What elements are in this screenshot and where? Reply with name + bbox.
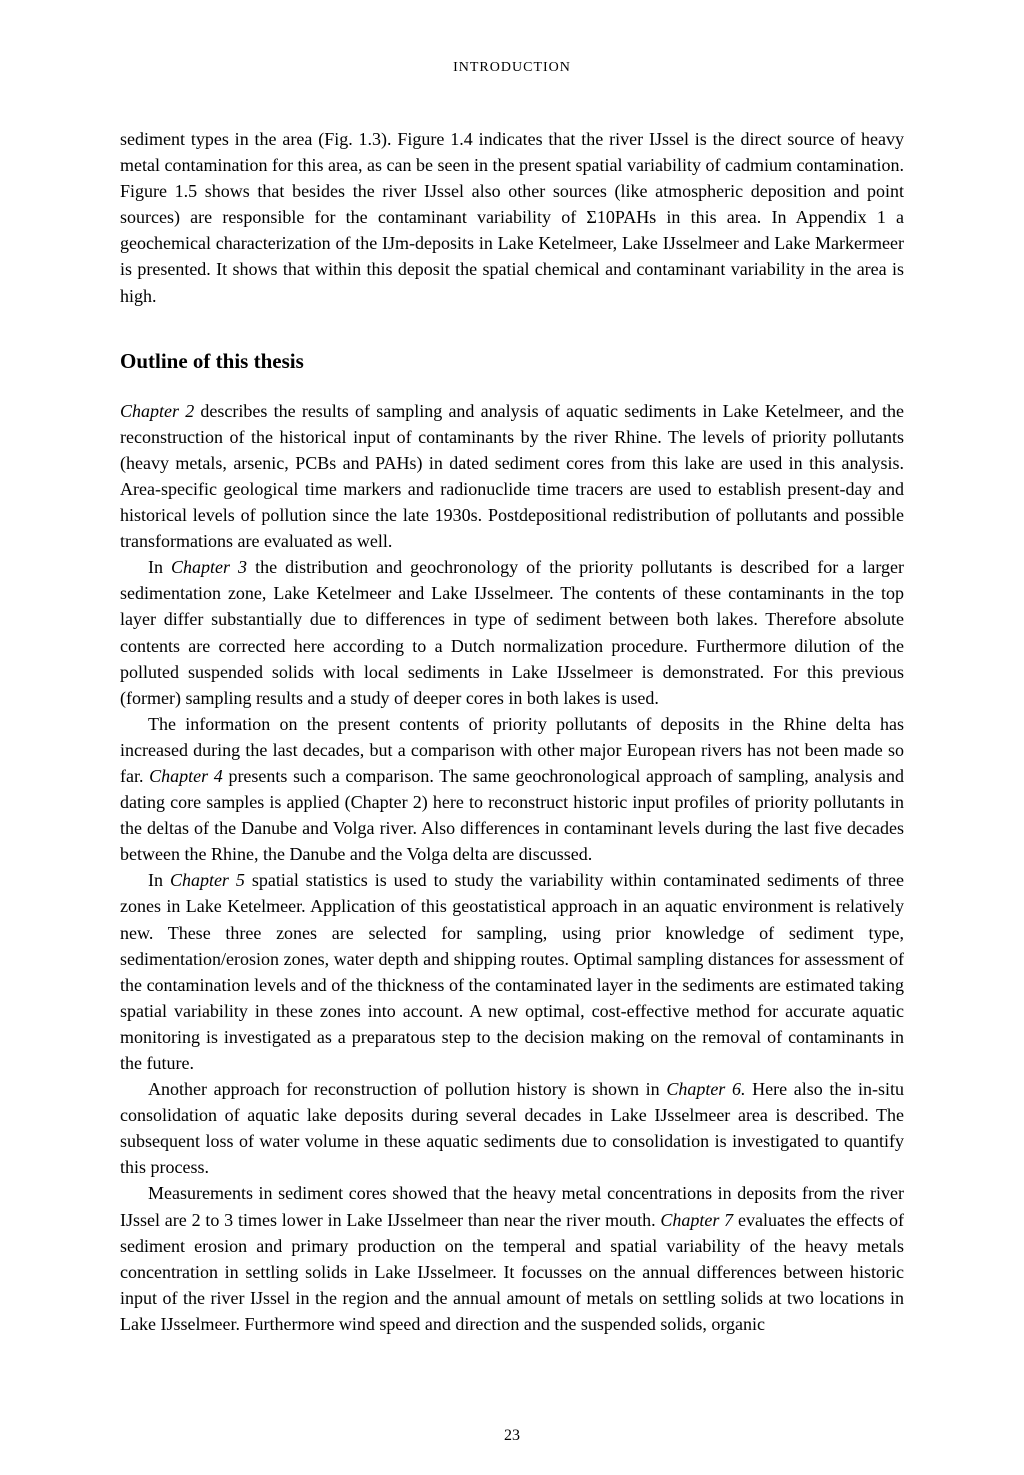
chapter3-text: the distribution and geochronology of th… (120, 557, 904, 707)
chapter4-paragraph: The information on the present contents … (120, 711, 904, 868)
chapter7-paragraph: Measurements in sediment cores showed th… (120, 1180, 904, 1337)
chapter5-pre: In (148, 870, 170, 890)
sigma-term: Σ10PAHs (586, 207, 656, 227)
chapter6-ref: Chapter 6. (666, 1079, 745, 1099)
chapter5-paragraph: In Chapter 5 spatial statistics is used … (120, 867, 904, 1076)
chapter2-text: describes the results of sampling and an… (120, 401, 904, 551)
chapter5-ref: Chapter 5 (170, 870, 245, 890)
chapter3-paragraph: In Chapter 3 the distribution and geochr… (120, 554, 904, 711)
chapter6-paragraph: Another approach for reconstruction of p… (120, 1076, 904, 1180)
chapter6-pre: Another approach for reconstruction of p… (148, 1079, 666, 1099)
intro-paragraph: sediment types in the area (Fig. 1.3). F… (120, 126, 904, 309)
page-header: INTRODUCTION (120, 60, 904, 76)
chapter5-text: spatial statistics is used to study the … (120, 870, 904, 1073)
chapter4-text: presents such a comparison. The same geo… (120, 766, 904, 864)
outline-heading: Outline of this thesis (120, 349, 904, 374)
page-number: 23 (0, 1427, 1024, 1445)
chapter2-ref: Chapter 2 (120, 401, 194, 421)
chapter7-ref: Chapter 7 (660, 1210, 733, 1230)
chapter3-pre: In (148, 557, 171, 577)
chapter2-paragraph: Chapter 2 describes the results of sampl… (120, 398, 904, 555)
chapter3-ref: Chapter 3 (171, 557, 247, 577)
chapter4-ref: Chapter 4 (149, 766, 223, 786)
